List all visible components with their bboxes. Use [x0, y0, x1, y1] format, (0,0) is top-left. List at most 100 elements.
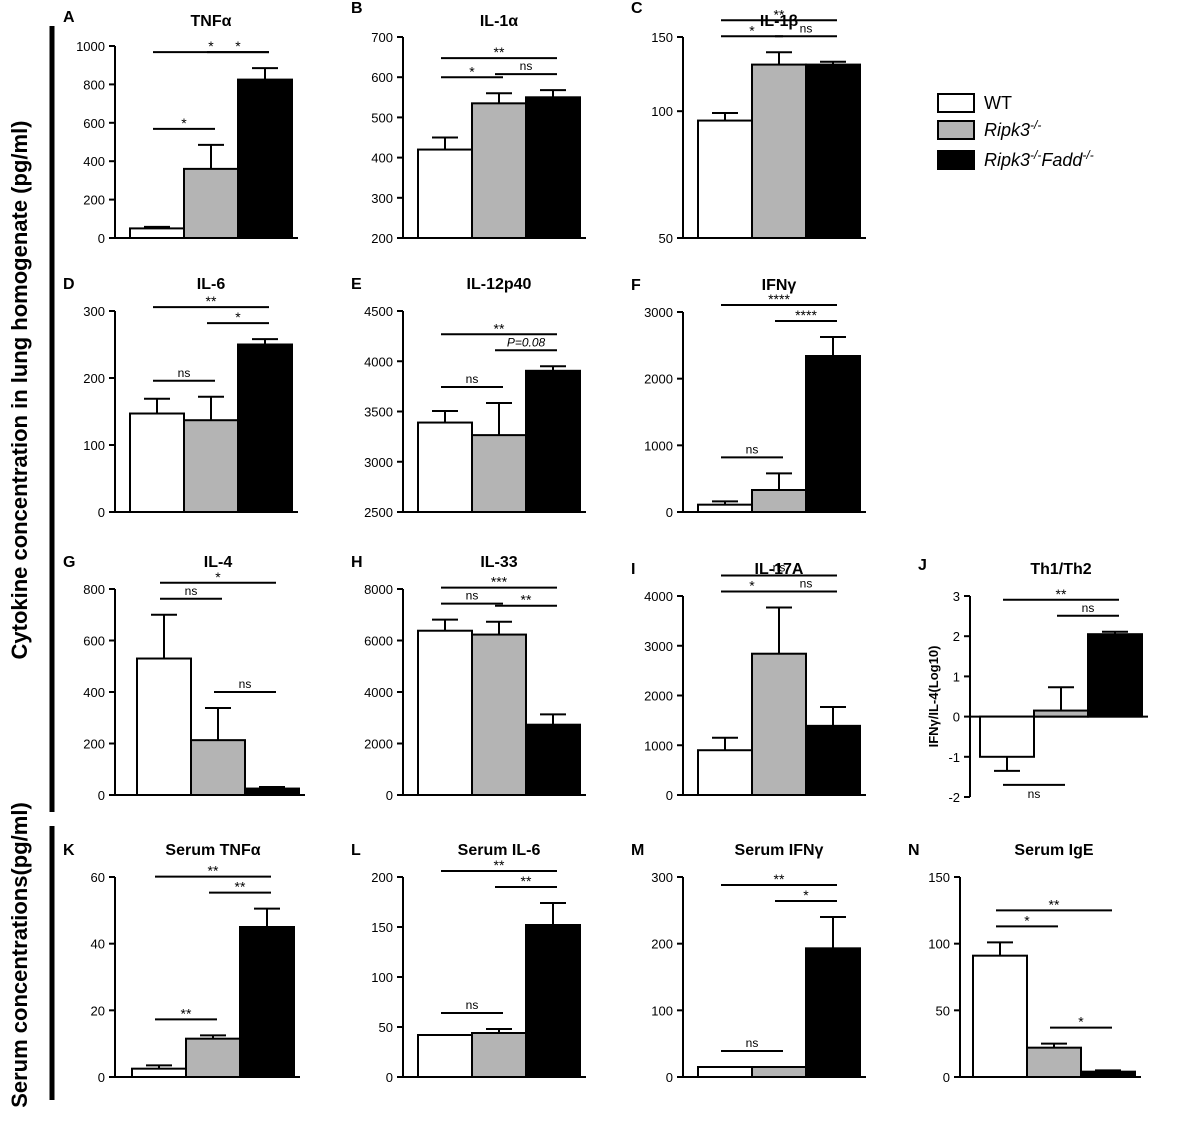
- bar: [751, 63, 807, 239]
- y-tick-label: 150: [651, 30, 673, 45]
- y-tick-label: 200: [371, 231, 393, 246]
- significance-label: ns: [520, 59, 533, 73]
- significance-label: ns: [466, 998, 479, 1012]
- y-tick-label: 2000: [644, 689, 673, 704]
- legend-swatch: [937, 93, 975, 113]
- bar: [131, 1067, 187, 1078]
- significance-label: **: [235, 879, 246, 895]
- bar: [239, 926, 295, 1078]
- bar: [471, 102, 527, 239]
- significance-label: ns: [746, 1036, 759, 1050]
- y-tick-label: 3000: [364, 455, 393, 470]
- significance-label: ns: [178, 366, 191, 380]
- panel-title: IL-6: [197, 276, 226, 293]
- bar: [525, 924, 581, 1078]
- y-tick-label: 400: [83, 685, 105, 700]
- y-tick-label: 200: [83, 371, 105, 386]
- significance-label: ****: [795, 307, 817, 323]
- bar: [417, 421, 473, 513]
- significance-label: *: [208, 38, 214, 54]
- significance-label: **: [1056, 586, 1067, 602]
- panel-letter: H: [351, 554, 363, 571]
- panel-title: IL-33: [480, 554, 517, 571]
- y-tick-label: 20: [91, 1003, 105, 1018]
- y-tick-label: 0: [943, 1070, 950, 1085]
- panel-letter: J: [918, 557, 927, 574]
- y-tick-label: 8000: [364, 582, 393, 597]
- significance-label: ns: [185, 584, 198, 598]
- bar: [751, 1066, 807, 1078]
- significance-label: *: [749, 577, 755, 593]
- significance-label: **: [494, 44, 505, 60]
- panel-letter: L: [351, 842, 361, 859]
- y-tick-label: -2: [948, 790, 960, 805]
- bar: [525, 369, 581, 513]
- significance-label: ns: [773, 560, 786, 574]
- y-axis-label-lung: Cytokine concentration in lung homogenat…: [7, 120, 32, 660]
- y-tick-label: 400: [371, 151, 393, 166]
- y-axis-label-serum: Serum concentrations(pg/ml): [7, 802, 32, 1108]
- y-tick-label: 2000: [364, 737, 393, 752]
- panel-title: IL-4: [204, 554, 233, 571]
- y-tick-label: 100: [371, 970, 393, 985]
- panel-letter: G: [63, 554, 75, 571]
- y-tick-label: 600: [371, 70, 393, 85]
- significance-label: ns: [466, 372, 479, 386]
- bar: [697, 119, 753, 239]
- y-tick-label: 0: [386, 788, 393, 803]
- y-tick-label: 600: [83, 116, 105, 131]
- bar: [417, 1034, 473, 1078]
- significance-label: P=0.08: [507, 335, 546, 349]
- panel-title: IL-1β: [760, 13, 798, 30]
- bar: [471, 1032, 527, 1078]
- bar: [805, 947, 861, 1078]
- y-tick-label: 4000: [364, 354, 393, 369]
- bar: [979, 715, 1035, 758]
- y-tick-label: 1000: [644, 438, 673, 453]
- panel-title: Serum IL-6: [458, 842, 541, 859]
- bar: [972, 954, 1028, 1079]
- bar: [805, 63, 861, 239]
- y-tick-label: 1: [953, 669, 960, 684]
- significance-label: **: [774, 6, 785, 22]
- y-tick-label: 4000: [364, 685, 393, 700]
- y-tick-label: 300: [371, 191, 393, 206]
- bar: [697, 749, 753, 796]
- significance-label: **: [521, 873, 532, 889]
- y-tick-label: 1000: [76, 39, 105, 54]
- significance-label: **: [206, 293, 217, 309]
- significance-label: **: [181, 1005, 192, 1021]
- y-tick-label: 4500: [364, 304, 393, 319]
- panel-letter: A: [63, 9, 75, 26]
- y-tick-label: 0: [98, 505, 105, 520]
- bar: [751, 652, 807, 797]
- bar: [183, 419, 239, 513]
- bar: [805, 724, 861, 796]
- y-tick-label: 600: [83, 634, 105, 649]
- y-tick-label: 0: [98, 788, 105, 803]
- legend-swatch: [937, 150, 975, 170]
- panel-letter: I: [631, 561, 635, 578]
- panel-title: IL-17A: [755, 561, 804, 578]
- y-tick-label: 100: [83, 438, 105, 453]
- y-tick-label: 200: [83, 737, 105, 752]
- bar: [751, 489, 807, 513]
- y-tick-label: 800: [83, 77, 105, 92]
- panel-title: IL-12p40: [467, 276, 532, 293]
- y-tick-label: 40: [91, 937, 105, 952]
- bar: [129, 227, 185, 239]
- significance-label: *: [235, 309, 241, 325]
- significance-label: *: [181, 115, 187, 131]
- bar: [417, 629, 473, 797]
- y-tick-label: 0: [98, 231, 105, 246]
- y-tick-label: 60: [91, 870, 105, 885]
- significance-label: *: [1024, 912, 1030, 928]
- legend-label: Ripk3-/-Fadd-/-: [984, 148, 1094, 170]
- y-tick-label: 200: [371, 870, 393, 885]
- y-tick-label: 2: [953, 629, 960, 644]
- y-tick-label: 4000: [644, 589, 673, 604]
- y-tick-label: 3000: [644, 639, 673, 654]
- panel-letter: C: [631, 0, 643, 17]
- y-tick-label: 3000: [644, 305, 673, 320]
- panel-j-ylabel: IFNγ/IL-4(Log10): [926, 646, 941, 748]
